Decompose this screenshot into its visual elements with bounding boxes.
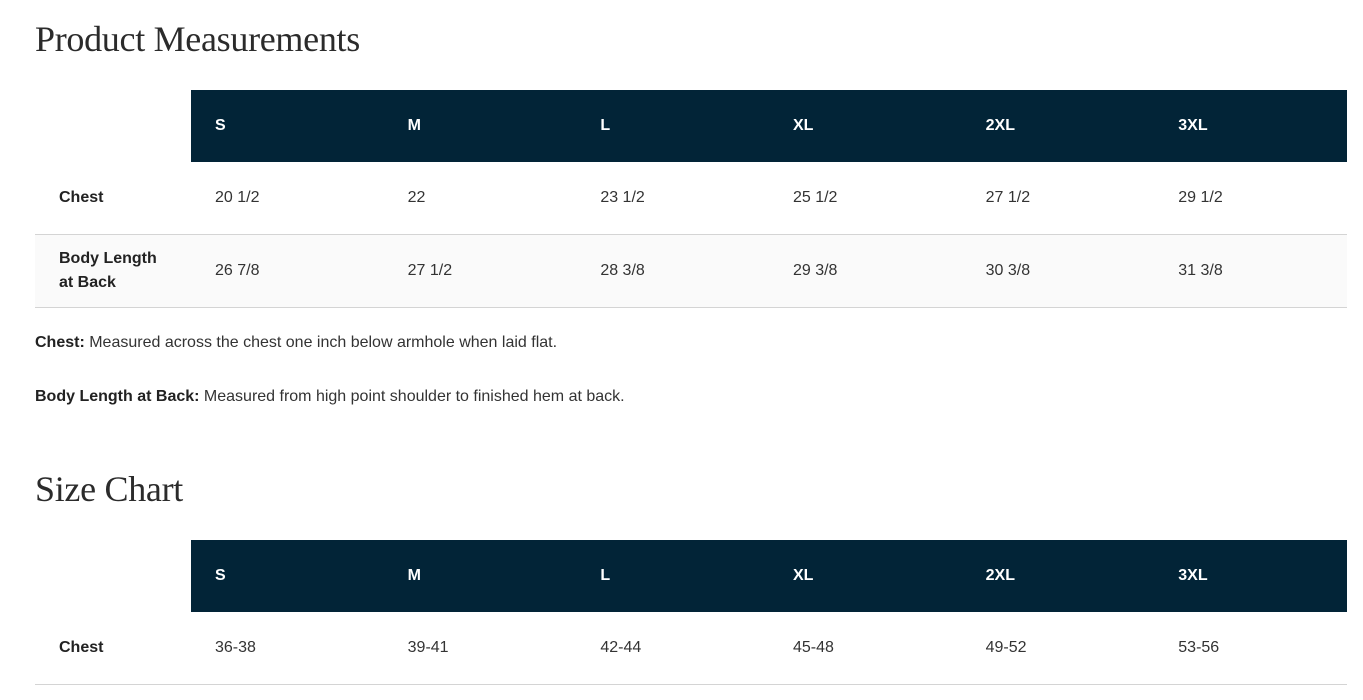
size-header: 3XL <box>1154 90 1347 162</box>
table-cell: 23 1/2 <box>576 162 769 235</box>
size-header: XL <box>768 540 962 612</box>
size-header: XL <box>768 90 962 162</box>
note-text: Measured from high point shoulder to fin… <box>199 388 625 405</box>
table-cell: 30 3/8 <box>961 234 1155 308</box>
table-cell: 29 1/2 <box>1154 162 1347 235</box>
note-text: Measured across the chest one inch below… <box>84 334 558 351</box>
table-cell: 45-48 <box>768 612 962 685</box>
size-header: S <box>191 90 384 162</box>
size-header: 2XL <box>961 90 1155 162</box>
table-cell: 20 1/2 <box>191 162 384 235</box>
table-header-row: S M L XL 2XL 3XL <box>35 90 1347 162</box>
row-label: Body Length at Back <box>35 234 191 308</box>
table-row: Chest 36-38 39-41 42-44 45-48 49-52 53-5… <box>35 612 1347 685</box>
table-cell: 27 1/2 <box>383 234 577 308</box>
table-row: Body Length at Back 26 7/8 27 1/2 28 3/8… <box>35 234 1347 308</box>
table-cell: 27 1/2 <box>961 162 1155 235</box>
table-cell: 29 3/8 <box>768 234 962 308</box>
table-cell: 42-44 <box>576 612 769 685</box>
size-header: 3XL <box>1154 540 1347 612</box>
size-chart-section: Size Chart <box>35 468 1347 510</box>
table-cell: 31 3/8 <box>1154 234 1347 308</box>
table-cell: 22 <box>383 162 577 235</box>
product-measurements-section: Product Measurements <box>35 18 1347 60</box>
table-header-row: S M L XL 2XL 3XL <box>35 540 1347 612</box>
size-header: L <box>576 90 769 162</box>
header-blank <box>35 540 191 612</box>
size-chart-table: S M L XL 2XL 3XL Chest 36-38 39-41 42-44… <box>35 540 1347 685</box>
note-chest: Chest: Measured across the chest one inc… <box>35 334 1347 352</box>
header-blank <box>35 90 191 162</box>
table-row: Chest 20 1/2 22 23 1/2 25 1/2 27 1/2 29 … <box>35 162 1347 235</box>
section-title: Product Measurements <box>35 19 360 59</box>
size-header: M <box>383 540 577 612</box>
table-cell: 49-52 <box>961 612 1155 685</box>
section-title: Size Chart <box>35 469 183 509</box>
table-cell: 53-56 <box>1154 612 1347 685</box>
table-cell: 28 3/8 <box>576 234 769 308</box>
table-cell: 36-38 <box>191 612 384 685</box>
size-header: 2XL <box>961 540 1155 612</box>
note-body-length: Body Length at Back: Measured from high … <box>35 388 1347 406</box>
size-header: M <box>383 90 577 162</box>
row-label: Chest <box>35 162 191 235</box>
size-header: L <box>576 540 769 612</box>
table-cell: 26 7/8 <box>191 234 384 308</box>
row-label: Chest <box>35 612 191 685</box>
table-cell: 39-41 <box>383 612 577 685</box>
note-term: Body Length at Back: <box>35 388 200 405</box>
measurements-table: S M L XL 2XL 3XL Chest 20 1/2 22 23 1/2 … <box>35 90 1347 308</box>
note-term: Chest: <box>35 334 85 351</box>
table-cell: 25 1/2 <box>768 162 962 235</box>
size-header: S <box>191 540 384 612</box>
